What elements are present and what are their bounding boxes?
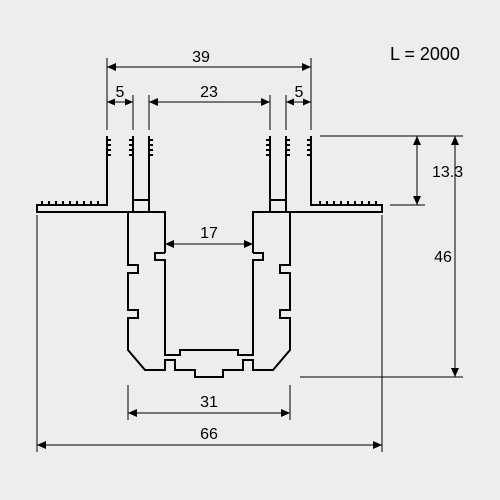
dim-23-text: 23 [200,84,218,101]
dim-66: 66 [37,215,382,452]
length-label: L = 2000 [390,44,460,64]
dim-5-left: 5 [107,84,133,130]
dim-46-text: 46 [434,249,452,266]
dim-39-text: 39 [192,49,210,66]
dim-13.3: 13.3 [320,136,463,205]
dim-5-right: 5 [286,84,311,130]
dim-5-left-text: 5 [116,84,125,101]
dim-31: 31 [128,385,290,420]
dim-5-right-text: 5 [295,84,304,101]
technical-drawing: L = 2000 39 5 23 5 [0,0,500,500]
profile-cross-section [37,136,382,377]
dim-13.3-text: 13.3 [432,164,463,181]
dim-23: 23 [149,84,270,130]
dim-66-text: 66 [200,426,218,443]
dim-17: 17 [165,225,253,248]
dim-17-text: 17 [200,225,218,242]
dim-31-text: 31 [200,394,218,411]
